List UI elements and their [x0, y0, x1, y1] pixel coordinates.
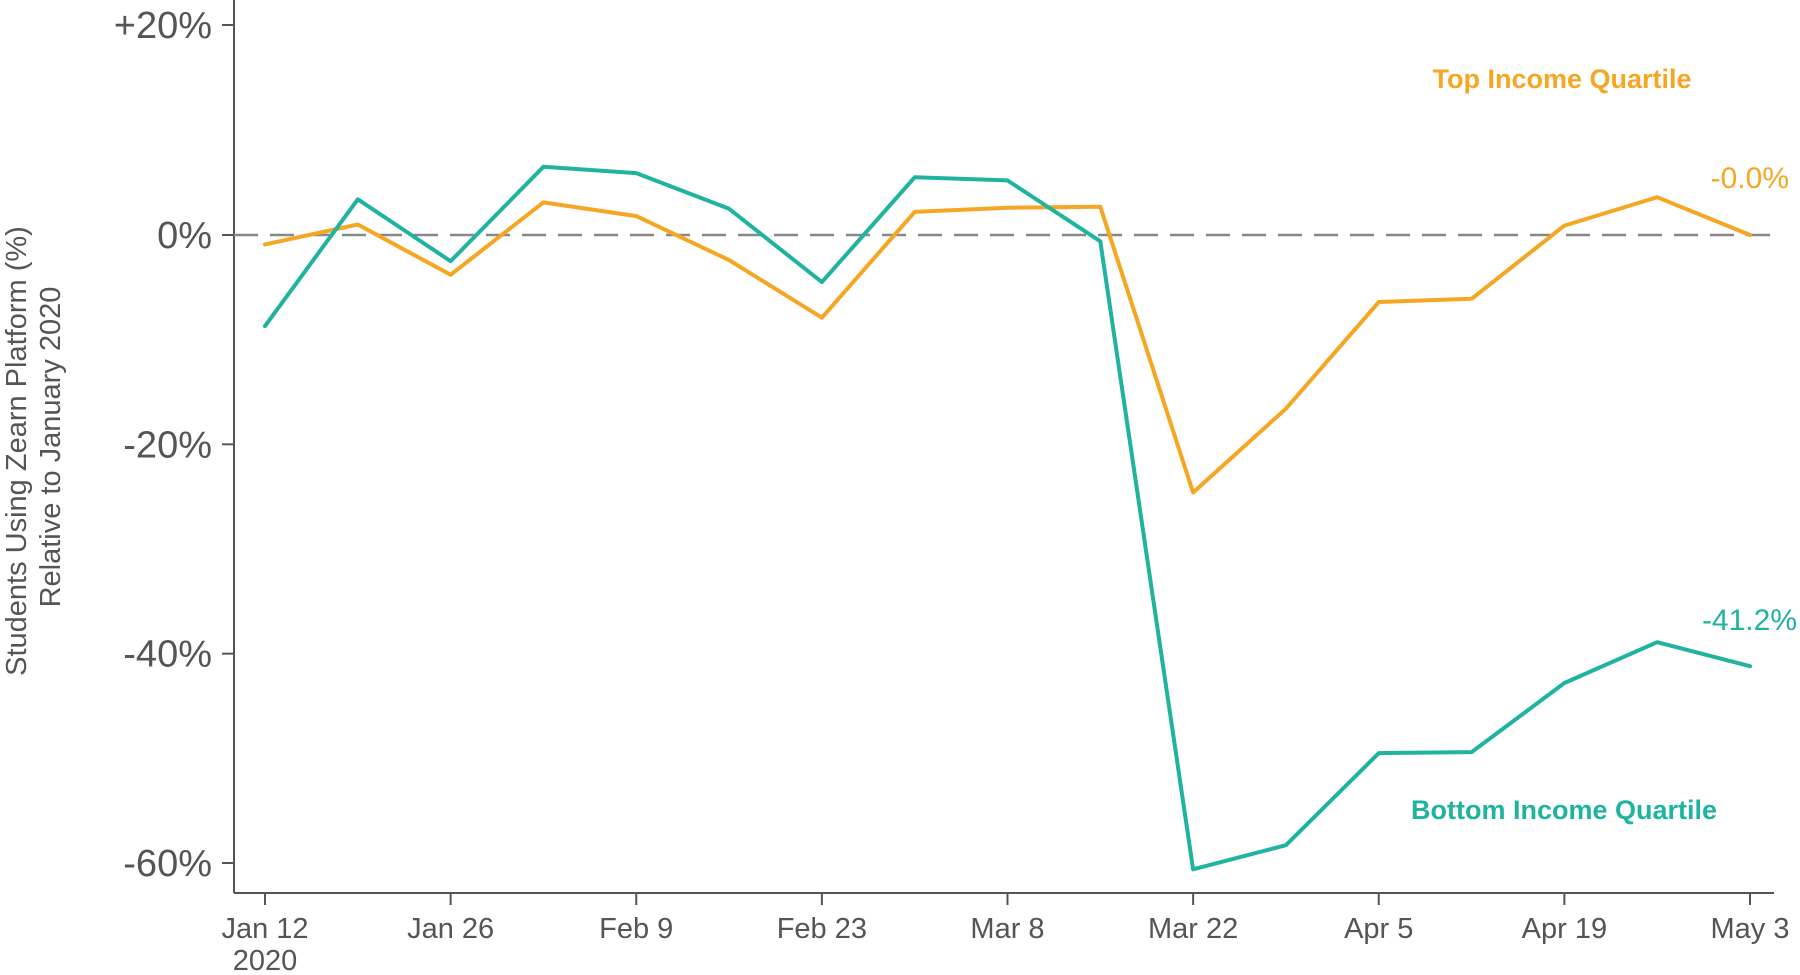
x-tick-label: May 3 [1711, 913, 1790, 945]
axes [233, 0, 1774, 894]
series-line-top-income-quartile [263, 195, 1752, 495]
y-tick-label: +20% [114, 5, 212, 47]
x-tick-label: Jan 12 [221, 913, 308, 945]
x-tick-label: Jan 26 [407, 913, 494, 945]
series-line-bottom-income-quartile [263, 164, 1752, 872]
x-tick-label: Feb 9 [599, 913, 673, 945]
end-value-label-bottom: -41.2% [1702, 604, 1797, 637]
end-value-label-top: -0.0% [1711, 162, 1789, 195]
series-label-bottom-income-quartile: Bottom Income Quartile [1411, 795, 1717, 825]
y-axis-label-line-1: Students Using Zearn Platform (%) [1, 226, 33, 676]
y-ticks: +20% 0% -20% -40% -60% [114, 5, 234, 885]
y-axis-label-line-2: Relative to January 2020 [35, 287, 67, 608]
x-tick-label: Mar 22 [1148, 913, 1238, 945]
series-layer [263, 164, 1752, 872]
series-label-top-income-quartile: Top Income Quartile [1432, 64, 1691, 94]
x-tick-label: Feb 23 [777, 913, 867, 945]
y-tick-label: -40% [123, 634, 212, 676]
x-tick-label: Mar 8 [970, 913, 1044, 945]
y-tick-label: 0% [157, 215, 212, 257]
y-tick-label: -20% [123, 424, 212, 466]
x-tick-sublabel: 2020 [233, 945, 298, 975]
y-axis-label: Students Using Zearn Platform (%) Relati… [1, 218, 67, 676]
y-tick-label: -60% [123, 843, 212, 885]
x-tick-label: Apr 5 [1344, 913, 1413, 945]
x-tick-label: Apr 19 [1522, 913, 1607, 945]
